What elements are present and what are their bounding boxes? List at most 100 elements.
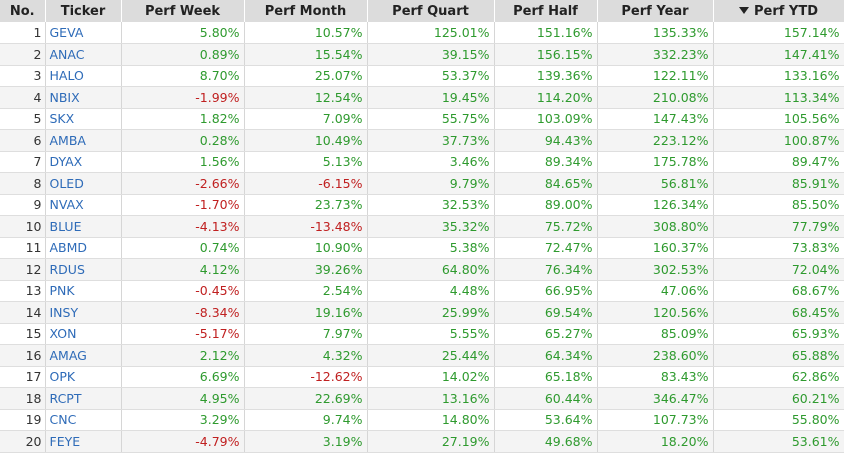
column-header-no[interactable]: No.: [0, 0, 46, 22]
perf-month-cell: 3.19%: [244, 430, 368, 453]
perf-ytd-cell: 62.86%: [713, 366, 844, 388]
ticker-link[interactable]: ABMD: [45, 237, 122, 259]
ticker-link[interactable]: NVAX: [45, 194, 122, 216]
perf-year-cell: 126.34%: [597, 194, 714, 216]
perf-quart-cell: 13.16%: [367, 387, 495, 410]
ticker-link[interactable]: BLUE: [45, 215, 122, 238]
perf-month-cell: 2.54%: [244, 280, 368, 302]
perf-month-cell: 10.57%: [244, 22, 368, 44]
table-row[interactable]: 9 NVAX -1.70% 23.73% 32.53% 89.00% 126.34% 85.5…: [0, 194, 844, 216]
ticker-link[interactable]: AMAG: [45, 344, 122, 367]
perf-half-cell: 69.54%: [494, 301, 598, 324]
table-row[interactable]: 17 OPK 6.69% -12.62% 14.02% 65.18% 83.43% 62.86…: [0, 366, 844, 388]
perf-quart-cell: 3.46%: [367, 151, 495, 173]
row-number: 19: [0, 409, 46, 431]
perf-year-cell: 135.33%: [597, 22, 714, 44]
ticker-link[interactable]: ANAC: [45, 43, 122, 66]
table-row[interactable]: 2 ANAC 0.89% 15.54% 39.15% 156.15% 332.23% 147.…: [0, 43, 844, 66]
table-row[interactable]: 3 HALO 8.70% 25.07% 53.37% 139.36% 122.11% 133.…: [0, 65, 844, 87]
perf-quart-cell: 35.32%: [367, 215, 495, 238]
perf-quart-cell: 39.15%: [367, 43, 495, 66]
ticker-link[interactable]: OPK: [45, 366, 122, 388]
table-row[interactable]: 16 AMAG 2.12% 4.32% 25.44% 64.34% 238.60% 65.88…: [0, 344, 844, 367]
table-row[interactable]: 5 SKX 1.82% 7.09% 55.75% 103.09% 147.43% 105.56…: [0, 108, 844, 130]
perf-week-cell: -2.66%: [121, 172, 245, 195]
table-row[interactable]: 12 RDUS 4.12% 39.26% 64.80% 76.34% 302.53% 72.0…: [0, 258, 844, 281]
perf-month-cell: 9.74%: [244, 409, 368, 431]
perf-ytd-cell: 53.61%: [713, 430, 844, 453]
perf-week-cell: 4.95%: [121, 387, 245, 410]
row-number: 2: [0, 43, 46, 66]
perf-quart-cell: 4.48%: [367, 280, 495, 302]
perf-week-cell: 6.69%: [121, 366, 245, 388]
ticker-link[interactable]: NBIX: [45, 86, 122, 109]
perf-year-cell: 308.80%: [597, 215, 714, 238]
perf-half-cell: 65.18%: [494, 366, 598, 388]
table-row[interactable]: 6 AMBA 0.28% 10.49% 37.73% 94.43% 223.12% 100.8…: [0, 129, 844, 152]
ticker-link[interactable]: FEYE: [45, 430, 122, 453]
column-header-perf-month[interactable]: Perf Month: [244, 0, 368, 22]
table-row[interactable]: 15 XON -5.17% 7.97% 5.55% 65.27% 85.09% 65.93%: [0, 323, 844, 345]
perf-week-cell: -4.79%: [121, 430, 245, 453]
row-number: 11: [0, 237, 46, 259]
ticker-link[interactable]: AMBA: [45, 129, 122, 152]
perf-quart-cell: 25.99%: [367, 301, 495, 324]
perf-quart-cell: 53.37%: [367, 65, 495, 87]
perf-week-cell: 3.29%: [121, 409, 245, 431]
perf-year-cell: 107.73%: [597, 409, 714, 431]
perf-year-cell: 85.09%: [597, 323, 714, 345]
column-header-ticker[interactable]: Ticker: [45, 0, 122, 22]
column-header-perf-ytd[interactable]: Perf YTD: [713, 0, 844, 22]
row-number: 20: [0, 430, 46, 453]
perf-week-cell: 4.12%: [121, 258, 245, 281]
perf-month-cell: 5.13%: [244, 151, 368, 173]
perf-half-cell: 64.34%: [494, 344, 598, 367]
table-row[interactable]: 13 PNK -0.45% 2.54% 4.48% 66.95% 47.06% 68.67%: [0, 280, 844, 302]
sort-descending-icon: [738, 6, 749, 14]
row-number: 7: [0, 151, 46, 173]
perf-quart-cell: 14.80%: [367, 409, 495, 431]
ticker-link[interactable]: HALO: [45, 65, 122, 87]
table-row[interactable]: 4 NBIX -1.99% 12.54% 19.45% 114.20% 210.08% 113…: [0, 86, 844, 109]
row-number: 1: [0, 22, 46, 44]
perf-half-cell: 103.09%: [494, 108, 598, 130]
table-row[interactable]: 1 GEVA 5.80% 10.57% 125.01% 151.16% 135.33% 157…: [0, 22, 844, 44]
column-header-perf-year[interactable]: Perf Year: [597, 0, 714, 22]
table-row[interactable]: 18 RCPT 4.95% 22.69% 13.16% 60.44% 346.47% 60.2…: [0, 387, 844, 410]
ticker-link[interactable]: DYAX: [45, 151, 122, 173]
perf-month-cell: 7.97%: [244, 323, 368, 345]
row-number: 8: [0, 172, 46, 195]
row-number: 12: [0, 258, 46, 281]
perf-year-cell: 83.43%: [597, 366, 714, 388]
perf-week-cell: 2.12%: [121, 344, 245, 367]
perf-half-cell: 84.65%: [494, 172, 598, 195]
perf-ytd-cell: 55.80%: [713, 409, 844, 431]
ticker-link[interactable]: PNK: [45, 280, 122, 302]
row-number: 6: [0, 129, 46, 152]
perf-week-cell: 1.56%: [121, 151, 245, 173]
column-header-perf-half[interactable]: Perf Half: [494, 0, 598, 22]
table-row[interactable]: 11 ABMD 0.74% 10.90% 5.38% 72.47% 160.37% 73.83…: [0, 237, 844, 259]
ticker-link[interactable]: RDUS: [45, 258, 122, 281]
ticker-link[interactable]: OLED: [45, 172, 122, 195]
table-row[interactable]: 14 INSY -8.34% 19.16% 25.99% 69.54% 120.56% 68.…: [0, 301, 844, 324]
table-row[interactable]: 19 CNC 3.29% 9.74% 14.80% 53.64% 107.73% 55.80%: [0, 409, 844, 431]
ticker-link[interactable]: XON: [45, 323, 122, 345]
table-row[interactable]: 10 BLUE -4.13% -13.48% 35.32% 75.72% 308.80% 77…: [0, 215, 844, 238]
perf-year-cell: 223.12%: [597, 129, 714, 152]
table-row[interactable]: 7 DYAX 1.56% 5.13% 3.46% 89.34% 175.78% 89.47%: [0, 151, 844, 173]
ticker-link[interactable]: CNC: [45, 409, 122, 431]
perf-month-cell: -6.15%: [244, 172, 368, 195]
ticker-link[interactable]: GEVA: [45, 22, 122, 44]
perf-ytd-cell: 133.16%: [713, 65, 844, 87]
column-header-perf-quart[interactable]: Perf Quart: [367, 0, 495, 22]
table-row[interactable]: 8 OLED -2.66% -6.15% 9.79% 84.65% 56.81% 85.91%: [0, 172, 844, 195]
ticker-link[interactable]: SKX: [45, 108, 122, 130]
perf-year-cell: 122.11%: [597, 65, 714, 87]
table-row[interactable]: 20 FEYE -4.79% 3.19% 27.19% 49.68% 18.20% 53.61…: [0, 430, 844, 453]
perf-ytd-cell: 157.14%: [713, 22, 844, 44]
ticker-link[interactable]: INSY: [45, 301, 122, 324]
ticker-link[interactable]: RCPT: [45, 387, 122, 410]
row-number: 17: [0, 366, 46, 388]
column-header-perf-week[interactable]: Perf Week: [121, 0, 245, 22]
